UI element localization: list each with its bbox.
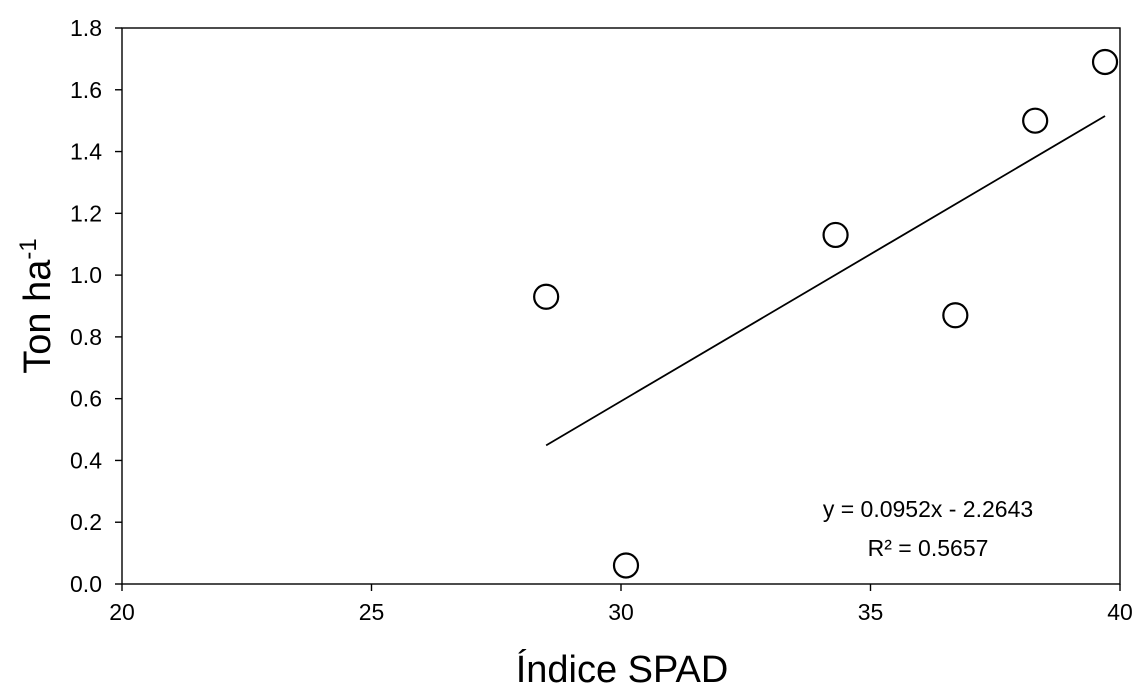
y-tick-label: 1.6 (70, 77, 102, 103)
trendline-equation: y = 0.0952x - 2.2643 (823, 496, 1033, 522)
y-tick-label: 1.2 (70, 200, 102, 226)
data-point (1091, 48, 1119, 76)
data-point (612, 552, 640, 579)
x-tick-label: 30 (608, 599, 634, 625)
y-tick-label: 0.6 (70, 386, 102, 412)
data-point (822, 221, 849, 249)
y-tick-label: 1.4 (70, 139, 102, 165)
y-tick-label: 0.0 (70, 571, 102, 597)
x-tick-label: 25 (359, 599, 385, 625)
y-tick-label: 1.8 (70, 15, 102, 41)
x-tick-label: 35 (858, 599, 884, 625)
y-axis-title-main: Ton ha (17, 259, 59, 374)
data-points (533, 48, 1119, 579)
x-tick-label: 40 (1107, 599, 1133, 625)
y-tick-label: 0.2 (70, 509, 102, 535)
data-point (942, 302, 969, 329)
data-point (1022, 107, 1049, 134)
x-tick-label: 20 (109, 599, 135, 625)
y-tick-label: 1.0 (70, 262, 102, 288)
trendline (545, 115, 1106, 447)
x-axis-title: Índice SPAD (516, 648, 729, 691)
data-point (533, 283, 560, 310)
y-axis-title: Ton ha-1 (15, 238, 59, 373)
x-axis-ticks: 20 25 30 35 40 (109, 584, 1133, 625)
trendline-r-squared: R² = 0.5657 (868, 535, 989, 561)
y-tick-label: 0.8 (70, 324, 102, 350)
y-axis-title-superscript: -1 (15, 238, 42, 259)
y-axis-ticks: 0.0 0.2 0.4 0.6 0.8 1.0 1.2 1.4 1.6 1.8 (70, 15, 122, 597)
y-tick-label: 0.4 (70, 447, 102, 473)
